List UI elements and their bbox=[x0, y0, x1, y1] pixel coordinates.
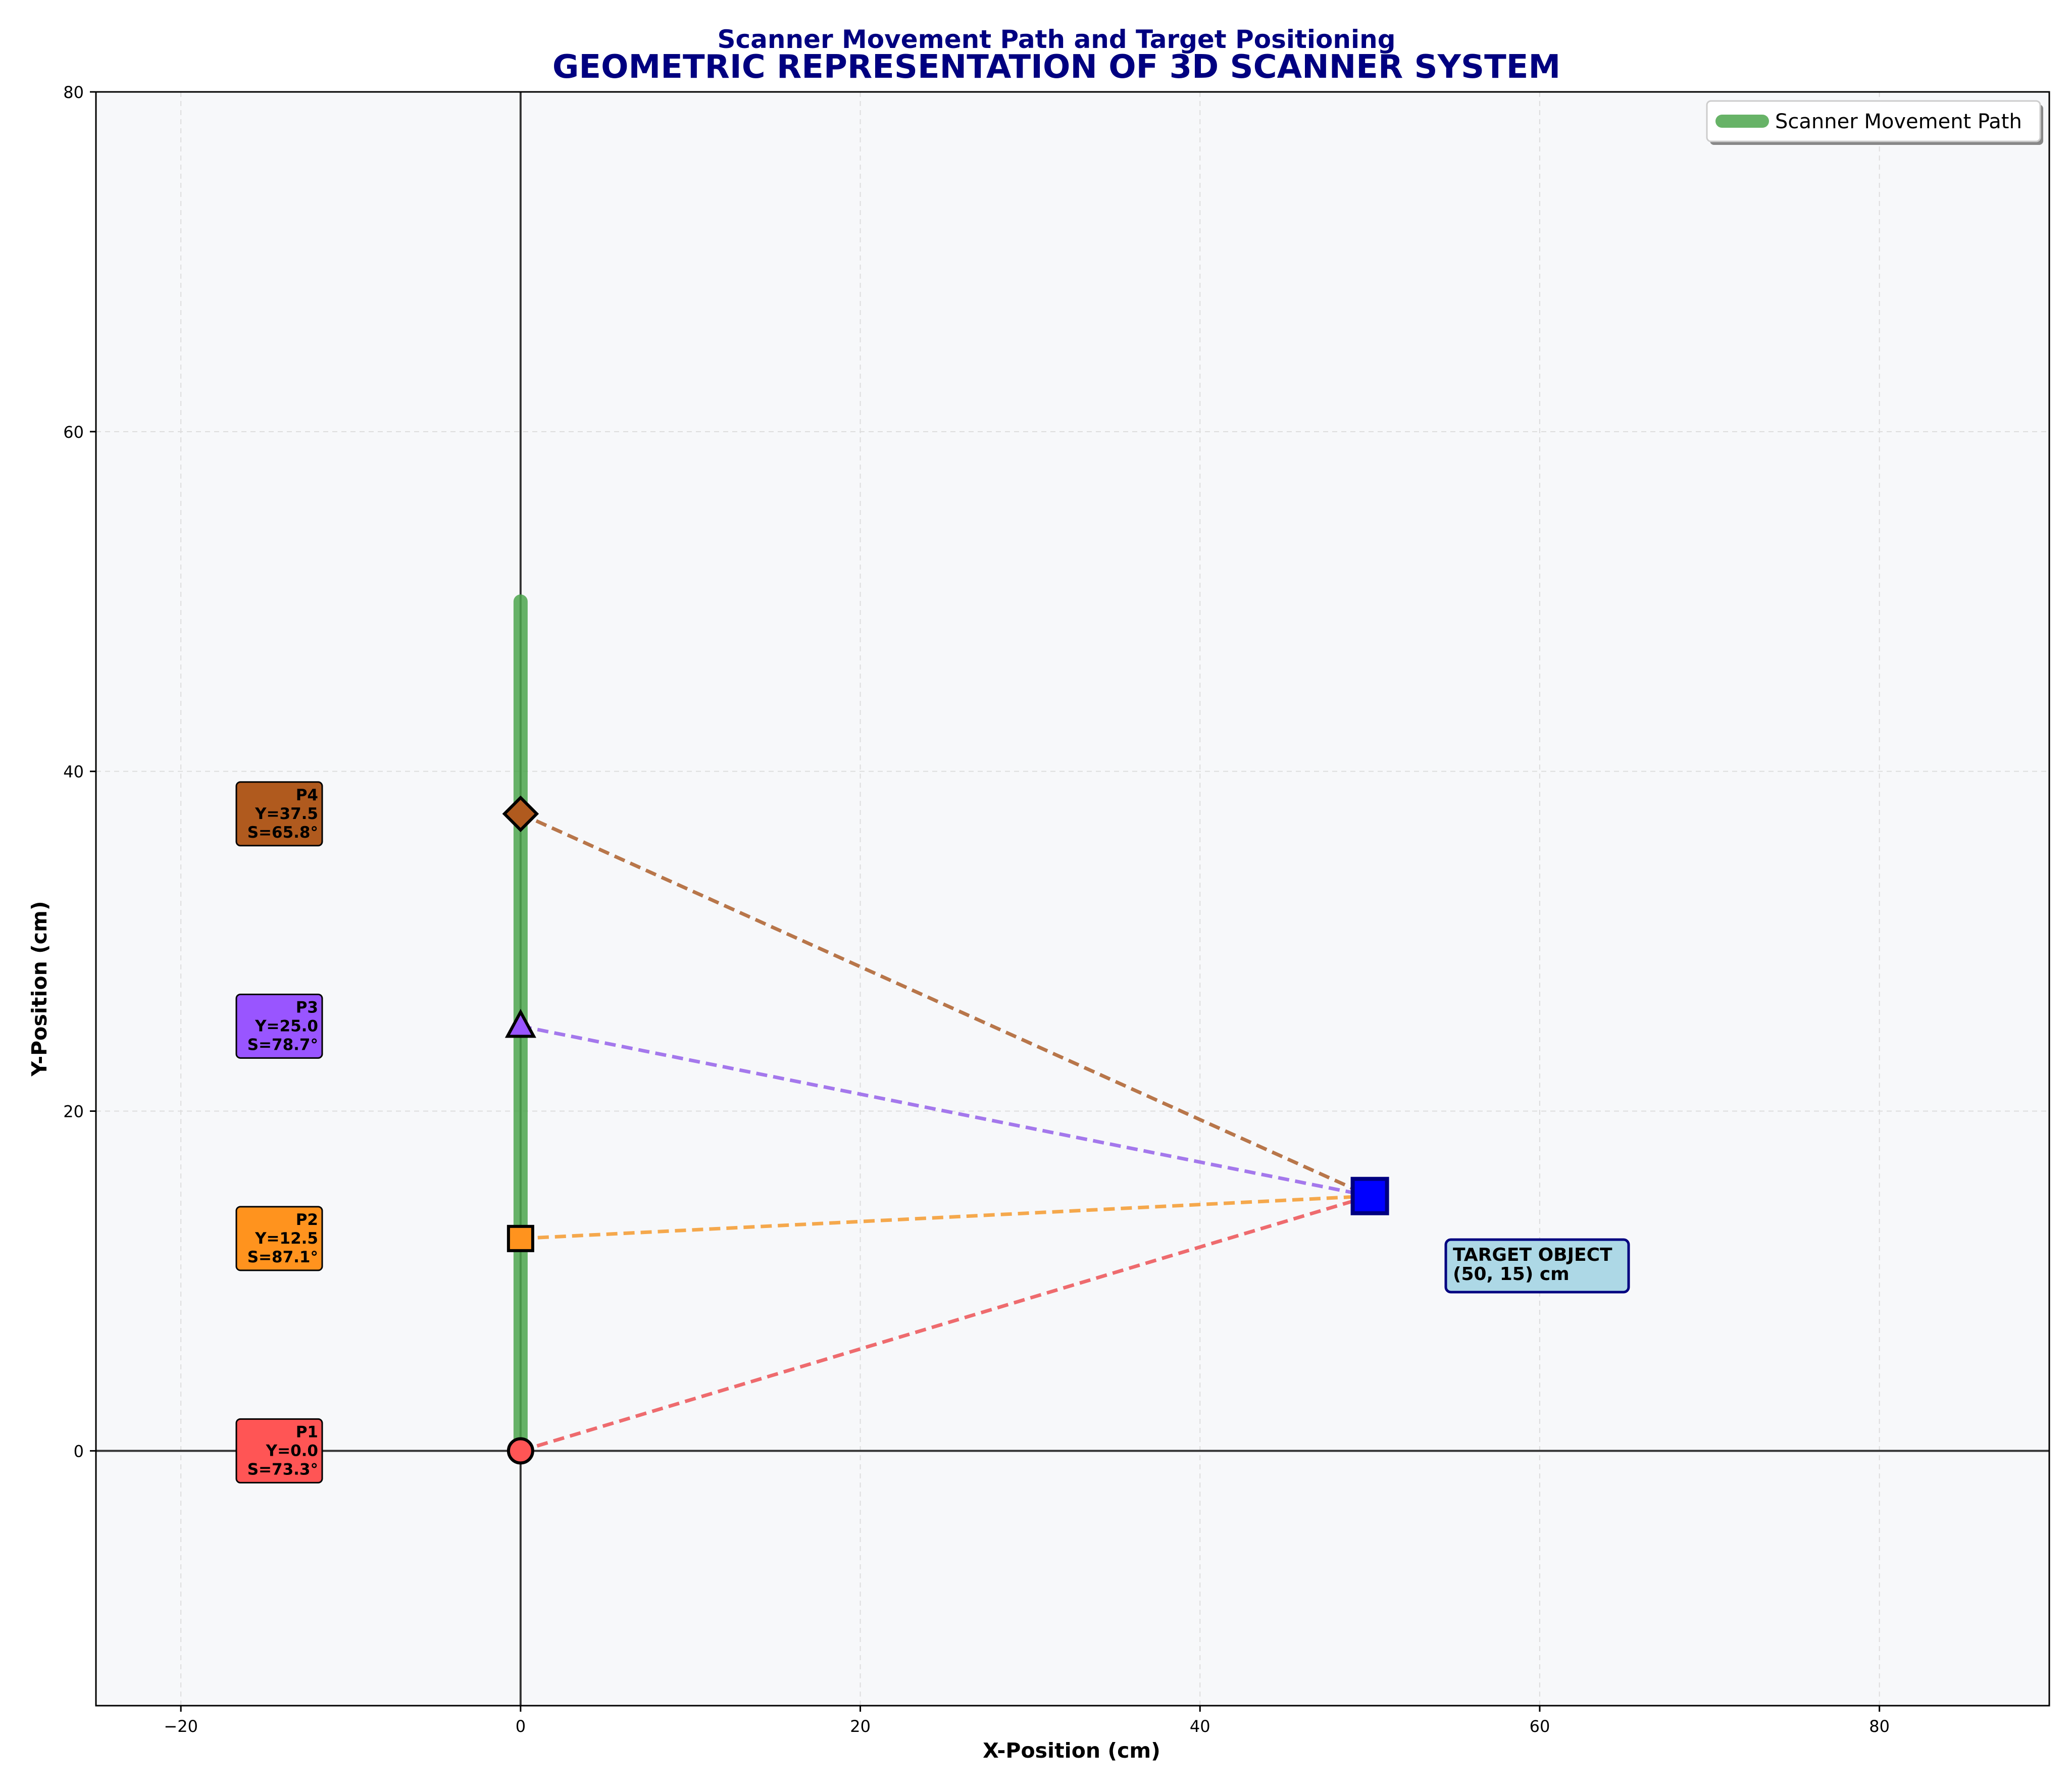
point-label-text: Y=25.0 bbox=[255, 1017, 318, 1035]
point-label-p3: P3Y=25.0S=78.7° bbox=[235, 993, 323, 1059]
legend: Scanner Movement Path bbox=[1706, 100, 2043, 145]
point-label-p2: P2Y=12.5S=87.1° bbox=[235, 1206, 323, 1271]
y-axis-label: Y-Position (cm) bbox=[27, 901, 52, 1077]
point-label-text: P1 bbox=[296, 1423, 318, 1441]
target-label-text: TARGET OBJECT bbox=[1453, 1245, 1612, 1265]
marker-p1 bbox=[507, 1437, 534, 1465]
sight-line-p3 bbox=[520, 1024, 1371, 1198]
point-label-text: S=78.7° bbox=[247, 1036, 318, 1054]
plot-area bbox=[96, 92, 2049, 1706]
point-label-text: P3 bbox=[296, 998, 318, 1016]
target-label-text: (50, 15) cm bbox=[1453, 1264, 1570, 1285]
x-tick-label: 60 bbox=[1530, 1717, 1550, 1736]
x-tick-label: 40 bbox=[1190, 1717, 1210, 1736]
x-tick-label: 20 bbox=[850, 1717, 871, 1736]
chart-title: GEOMETRIC REPRESENTATION OF 3D SCANNER S… bbox=[552, 48, 1560, 86]
point-label-box bbox=[235, 781, 323, 847]
marker-p2 bbox=[507, 1224, 534, 1252]
axis-ticks: −20 0 20 40 60 80 0 20 40 60 80 bbox=[63, 83, 1890, 1736]
point-label-text: P4 bbox=[296, 786, 318, 804]
point-label-box bbox=[235, 993, 323, 1059]
markers bbox=[502, 795, 1389, 1465]
marker-p4 bbox=[502, 795, 539, 833]
x-tick-label: −20 bbox=[164, 1717, 198, 1736]
plot-frame bbox=[95, 91, 2050, 1707]
sight-line-p1 bbox=[520, 1194, 1371, 1453]
point-label-box bbox=[235, 1418, 323, 1483]
point-label-text: S=87.1° bbox=[247, 1248, 318, 1266]
target-label-box bbox=[1444, 1238, 1630, 1294]
legend-label: Scanner Movement Path bbox=[1775, 110, 2022, 133]
legend-box bbox=[1706, 100, 2041, 142]
target-marker bbox=[1350, 1176, 1389, 1215]
y-tick-label: 60 bbox=[63, 423, 84, 442]
y-tick-label: 20 bbox=[63, 1102, 84, 1121]
chart-subtitle: Scanner Movement Path and Target Positio… bbox=[717, 25, 1395, 54]
point-label-p4: P4Y=37.5S=65.8° bbox=[235, 781, 323, 847]
point-label-p1: P1Y=0.0S=73.3° bbox=[235, 1418, 323, 1483]
point-label-text: S=65.8° bbox=[247, 824, 318, 842]
marker-p3 bbox=[504, 1009, 536, 1038]
point-label-text: P2 bbox=[296, 1211, 318, 1229]
sight-line-p4 bbox=[520, 812, 1371, 1198]
point-label-text: Y=37.5 bbox=[255, 805, 318, 823]
y-tick-label: 40 bbox=[63, 762, 84, 782]
point-label-text: Y=0.0 bbox=[266, 1442, 318, 1460]
point-label-text: S=73.3° bbox=[247, 1460, 318, 1478]
y-tick-label: 0 bbox=[74, 1442, 84, 1461]
x-tick-label: 0 bbox=[516, 1717, 526, 1736]
point-labels: P1Y=0.0S=73.3°P2Y=12.5S=87.1°P3Y=25.0S=7… bbox=[235, 781, 1630, 1483]
x-tick-label: 80 bbox=[1869, 1717, 1890, 1736]
x-axis-label: X-Position (cm) bbox=[983, 1738, 1160, 1763]
sight-lines bbox=[520, 812, 1371, 1453]
point-label-box bbox=[235, 1206, 323, 1271]
sight-line-p2 bbox=[520, 1194, 1370, 1241]
y-tick-label: 80 bbox=[63, 83, 84, 102]
target-label: TARGET OBJECT(50, 15) cm bbox=[1444, 1238, 1630, 1294]
point-label-text: Y=12.5 bbox=[255, 1230, 318, 1248]
